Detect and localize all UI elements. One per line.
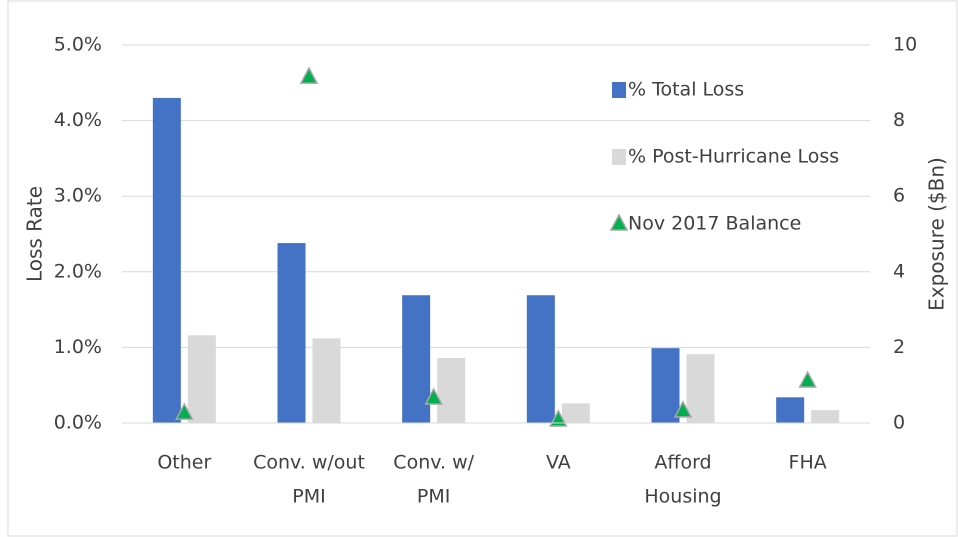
x-tick-label: Afford <box>654 452 711 474</box>
x-tick-label: PMI <box>417 486 450 508</box>
triangle-marker <box>673 400 693 418</box>
y2-tick-label: 10 <box>893 34 917 56</box>
bar <box>686 354 715 423</box>
triangle-marker <box>798 370 817 388</box>
bar <box>152 97 181 424</box>
y-tick-label: 0.0% <box>54 412 102 434</box>
triangle-marker <box>175 402 194 420</box>
y2-tick-label: 4 <box>893 260 905 282</box>
x-tick-label: Conv. w/ <box>393 452 474 474</box>
y2-tick-label: 0 <box>893 412 905 434</box>
legend-label: % Post-Hurricane Loss <box>628 146 839 168</box>
x-tick-label: Conv. w/out <box>253 452 365 474</box>
legend-label: % Total Loss <box>628 79 744 101</box>
triangle-marker <box>424 387 443 405</box>
triangle-marker <box>549 409 568 427</box>
y-tick-label: 2.0% <box>54 260 102 282</box>
legend-swatch <box>612 149 626 165</box>
x-tick-label: VA <box>546 452 571 474</box>
y-tick-label: 4.0% <box>54 109 102 131</box>
y2-tick-label: 8 <box>893 109 905 131</box>
x-tick-label: PMI <box>292 486 325 508</box>
bar <box>651 348 680 423</box>
triangle-marker <box>299 66 319 84</box>
bar <box>402 295 431 423</box>
y2-axis-title: Exposure ($Bn) <box>925 157 949 311</box>
x-tick-label: Housing <box>644 486 721 508</box>
y-tick-label: 1.0% <box>54 336 102 358</box>
legend-label: Nov 2017 Balance <box>628 213 801 235</box>
bar <box>561 403 590 423</box>
legend-marker <box>609 213 629 231</box>
y2-tick-label: 6 <box>893 185 905 207</box>
legend-swatch <box>612 82 626 98</box>
bar <box>187 335 216 423</box>
bar <box>277 243 306 423</box>
bar <box>312 338 341 423</box>
bar <box>776 397 805 423</box>
y2-tick-label: 2 <box>893 336 905 358</box>
bar <box>437 357 466 423</box>
x-tick-label: Other <box>157 452 211 474</box>
bar <box>526 295 555 423</box>
bar <box>811 410 840 423</box>
y-tick-label: 3.0% <box>54 185 102 207</box>
x-tick-label: FHA <box>789 452 827 474</box>
y-axis-title: Loss Rate <box>23 186 47 282</box>
y-tick-label: 5.0% <box>54 34 102 56</box>
